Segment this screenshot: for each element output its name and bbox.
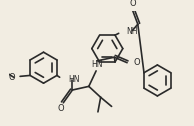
Text: NH: NH	[126, 27, 138, 36]
Text: O: O	[9, 73, 16, 82]
Text: HN: HN	[91, 60, 103, 69]
Text: O: O	[133, 58, 140, 67]
Text: O: O	[57, 104, 64, 113]
Text: HN: HN	[68, 75, 79, 84]
Text: O: O	[129, 0, 136, 8]
